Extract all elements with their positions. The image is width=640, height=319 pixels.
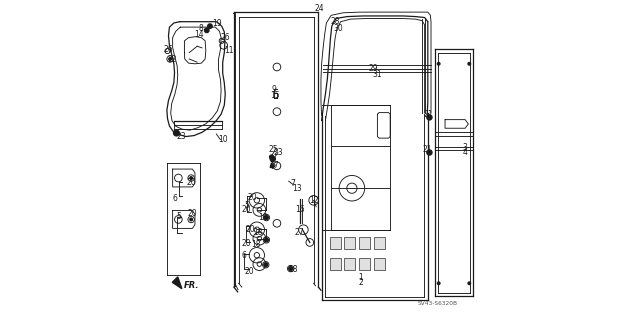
- Circle shape: [190, 218, 193, 221]
- Circle shape: [169, 58, 172, 60]
- Circle shape: [264, 216, 268, 219]
- Text: 9: 9: [271, 85, 276, 94]
- Text: 20: 20: [241, 239, 251, 248]
- Bar: [374, 258, 385, 270]
- Circle shape: [264, 263, 268, 267]
- Bar: [344, 237, 355, 249]
- Circle shape: [468, 63, 470, 65]
- Text: 20: 20: [241, 205, 251, 214]
- Circle shape: [437, 63, 440, 65]
- Text: 6: 6: [172, 194, 177, 203]
- Text: 21: 21: [424, 110, 433, 119]
- Text: 25: 25: [269, 145, 278, 154]
- Text: 5: 5: [244, 201, 249, 210]
- Text: 8: 8: [199, 24, 204, 33]
- Text: 1: 1: [358, 273, 364, 282]
- Polygon shape: [172, 277, 182, 289]
- Circle shape: [190, 177, 193, 179]
- Text: 26: 26: [220, 33, 230, 42]
- Circle shape: [289, 267, 292, 271]
- Circle shape: [269, 155, 273, 159]
- Text: 21: 21: [422, 145, 431, 154]
- Circle shape: [205, 28, 209, 33]
- Bar: [374, 237, 385, 249]
- Text: 23: 23: [273, 148, 283, 157]
- Text: 14: 14: [195, 30, 204, 39]
- Polygon shape: [270, 163, 273, 167]
- Text: 29: 29: [369, 64, 378, 73]
- Text: 18: 18: [253, 228, 262, 237]
- Text: 23: 23: [177, 132, 186, 141]
- Bar: [359, 237, 370, 249]
- Circle shape: [427, 150, 432, 155]
- Text: 19: 19: [212, 19, 222, 28]
- Text: 15: 15: [270, 91, 280, 100]
- Text: 18: 18: [259, 213, 268, 222]
- Text: 6: 6: [241, 251, 246, 260]
- Text: 2: 2: [358, 278, 364, 287]
- Text: 11: 11: [225, 46, 234, 55]
- Circle shape: [264, 238, 268, 242]
- Text: 24: 24: [314, 4, 324, 13]
- Bar: [330, 237, 340, 249]
- Text: 20: 20: [187, 178, 196, 187]
- Circle shape: [437, 282, 440, 285]
- Text: 28: 28: [331, 17, 340, 26]
- Bar: [330, 258, 340, 270]
- Text: 13: 13: [292, 184, 302, 193]
- Circle shape: [427, 115, 432, 120]
- Text: 22: 22: [168, 56, 177, 64]
- Text: 10: 10: [218, 135, 228, 144]
- Text: 17: 17: [269, 161, 278, 170]
- Text: 18: 18: [288, 265, 298, 274]
- Text: FR.: FR.: [184, 281, 199, 290]
- Text: 4: 4: [463, 148, 468, 157]
- Polygon shape: [271, 166, 275, 168]
- Bar: [344, 258, 355, 270]
- Circle shape: [270, 156, 275, 161]
- Text: 16: 16: [296, 205, 305, 214]
- Circle shape: [208, 24, 212, 28]
- Circle shape: [173, 130, 179, 136]
- Text: 20: 20: [248, 193, 257, 202]
- Text: 26: 26: [164, 45, 173, 54]
- Text: 12: 12: [310, 196, 319, 205]
- Text: SV43-S6320B: SV43-S6320B: [418, 301, 458, 306]
- Text: 3: 3: [463, 143, 468, 152]
- Text: 20: 20: [244, 267, 254, 276]
- Text: 7: 7: [291, 179, 295, 188]
- Text: 18: 18: [251, 241, 260, 249]
- Text: 20: 20: [246, 225, 255, 234]
- Text: 20: 20: [188, 209, 197, 218]
- Text: 27: 27: [294, 228, 304, 237]
- Text: 31: 31: [372, 70, 381, 78]
- Text: 30: 30: [333, 24, 344, 33]
- Text: 5: 5: [177, 212, 181, 221]
- Circle shape: [468, 282, 470, 285]
- Bar: [359, 258, 370, 270]
